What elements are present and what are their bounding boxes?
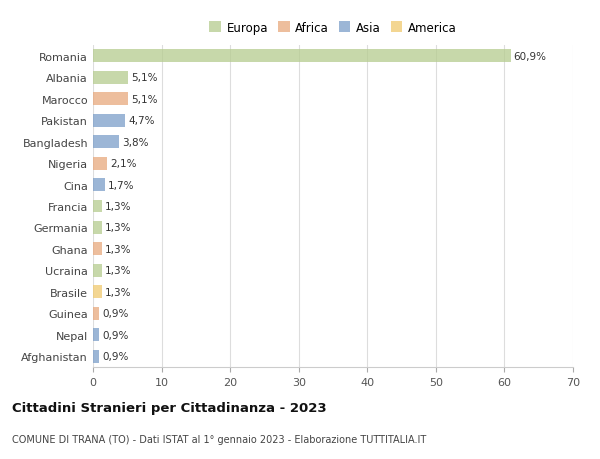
Legend: Europa, Africa, Asia, America: Europa, Africa, Asia, America bbox=[206, 19, 460, 37]
Text: 0,9%: 0,9% bbox=[102, 352, 128, 362]
Text: 0,9%: 0,9% bbox=[102, 308, 128, 319]
Text: 5,1%: 5,1% bbox=[131, 73, 157, 83]
Text: 2,1%: 2,1% bbox=[110, 159, 137, 169]
Text: 1,3%: 1,3% bbox=[104, 223, 131, 233]
Text: 3,8%: 3,8% bbox=[122, 137, 148, 147]
Text: 0,9%: 0,9% bbox=[102, 330, 128, 340]
Text: 4,7%: 4,7% bbox=[128, 116, 154, 126]
Text: 1,3%: 1,3% bbox=[104, 202, 131, 212]
Text: Cittadini Stranieri per Cittadinanza - 2023: Cittadini Stranieri per Cittadinanza - 2… bbox=[12, 402, 326, 414]
Bar bbox=[93, 264, 102, 277]
Bar bbox=[93, 114, 125, 127]
Bar bbox=[93, 350, 99, 363]
Bar bbox=[93, 286, 102, 299]
Bar bbox=[93, 72, 128, 84]
Bar bbox=[93, 329, 99, 341]
Bar bbox=[93, 222, 102, 235]
Bar bbox=[93, 50, 511, 63]
Text: 1,3%: 1,3% bbox=[104, 266, 131, 276]
Bar bbox=[93, 179, 104, 191]
Bar bbox=[93, 307, 99, 320]
Text: 1,7%: 1,7% bbox=[107, 180, 134, 190]
Text: 1,3%: 1,3% bbox=[104, 287, 131, 297]
Bar bbox=[93, 157, 107, 170]
Text: COMUNE DI TRANA (TO) - Dati ISTAT al 1° gennaio 2023 - Elaborazione TUTTITALIA.I: COMUNE DI TRANA (TO) - Dati ISTAT al 1° … bbox=[12, 434, 426, 444]
Bar bbox=[93, 200, 102, 213]
Bar bbox=[93, 136, 119, 149]
Bar bbox=[93, 243, 102, 256]
Text: 1,3%: 1,3% bbox=[104, 244, 131, 254]
Bar bbox=[93, 93, 128, 106]
Text: 5,1%: 5,1% bbox=[131, 95, 157, 105]
Text: 60,9%: 60,9% bbox=[514, 51, 547, 62]
